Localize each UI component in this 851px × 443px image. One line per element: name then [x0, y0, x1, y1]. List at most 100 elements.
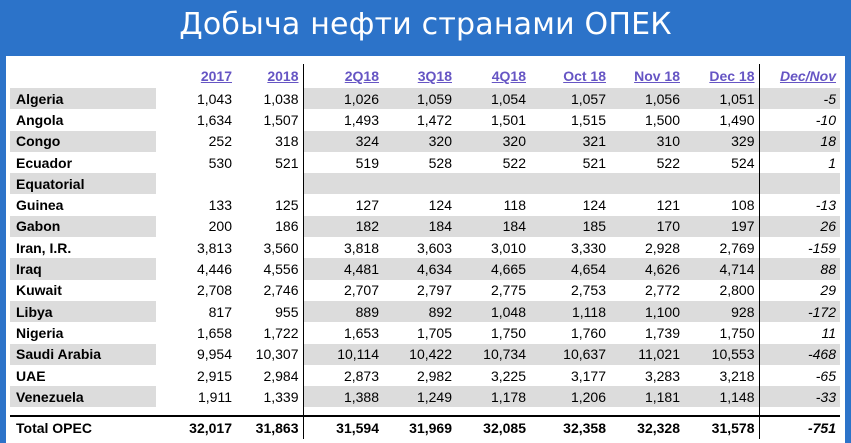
- value-cell: 118: [503, 197, 526, 214]
- change-cell: [759, 173, 840, 195]
- spacer-cell: [10, 407, 156, 417]
- value-cell: 2,928: [644, 239, 680, 256]
- value-cell: 1,750: [490, 324, 526, 341]
- value-cell: 3,283: [644, 367, 680, 384]
- value-cell: 1,148: [684, 386, 760, 408]
- value-cell: 2,772: [644, 282, 680, 299]
- value-cell: 1,249: [383, 386, 456, 408]
- value-cell: 955: [236, 300, 304, 323]
- value-cell: 2,769: [684, 237, 760, 259]
- value-cell: 320: [456, 130, 530, 152]
- value-cell: 31,594: [303, 415, 383, 440]
- value-cell: 519: [355, 154, 379, 171]
- table-row: UAE 2,915 2,984 2,873 2,982 3,225 3,177 3,283 3,…: [10, 364, 840, 387]
- country-cell: Guinea: [16, 197, 64, 214]
- value-cell: 318: [236, 130, 304, 152]
- value-cell: 3,010: [490, 239, 526, 256]
- value-cell: [156, 173, 236, 195]
- value-cell: 2,707: [343, 282, 379, 299]
- value-cell: 1,100: [610, 300, 684, 323]
- value-cell: 1,722: [236, 322, 304, 344]
- header-row: 2017 2018 2Q18 3Q18 4Q18 Oct 18 Nov 18 D…: [10, 64, 840, 88]
- value-cell: 3,813: [196, 239, 232, 256]
- value-cell: 1,515: [570, 111, 606, 128]
- value-cell: 1,026: [303, 88, 383, 110]
- table-row: Algeria 1,043 1,038 1,026 1,059 1,054 1,057 1,0…: [10, 88, 840, 110]
- header-oct18[interactable]: Oct 18: [563, 68, 606, 84]
- value-cell: 186: [236, 215, 304, 238]
- value-cell: 1,388: [303, 386, 383, 408]
- value-cell: 108: [684, 194, 760, 216]
- value-cell: [684, 173, 760, 195]
- value-cell: 522: [656, 154, 680, 171]
- country-cell: Saudi Arabia: [10, 343, 156, 365]
- value-cell: 9,954: [156, 343, 236, 365]
- value-cell: 10,734: [456, 343, 530, 365]
- value-cell: 10,637: [530, 343, 610, 365]
- change-cell: -172: [759, 300, 840, 323]
- table-row: Congo 252 318 324 320 320 321 310 329 18: [10, 130, 840, 152]
- value-cell: 522: [502, 154, 526, 171]
- value-cell: 1,739: [644, 324, 680, 341]
- spacer-cell: [684, 407, 760, 417]
- value-cell: 817: [156, 300, 236, 323]
- header-4q18[interactable]: 4Q18: [491, 68, 526, 84]
- value-cell: 2,873: [343, 367, 379, 384]
- value-cell: 2,753: [570, 282, 606, 299]
- value-cell: 521: [236, 151, 304, 174]
- country-cell: UAE: [16, 367, 46, 384]
- country-cell: Ecuador: [16, 154, 73, 171]
- value-cell: 528: [428, 154, 452, 171]
- header-dec18[interactable]: Dec 18: [684, 64, 760, 88]
- value-cell: 1,472: [416, 111, 452, 128]
- value-cell: 524: [684, 151, 760, 174]
- title-banner: Добыча нефти странами ОПЕК: [0, 0, 851, 48]
- value-cell: 1,056: [610, 88, 684, 110]
- value-cell: 121: [656, 197, 680, 214]
- value-cell: 1,178: [456, 386, 530, 408]
- table-row: Gabon 200 186 182 184 184 185 170 197 26: [10, 215, 840, 238]
- country-cell: Angola: [16, 111, 64, 128]
- value-cell: 321: [530, 130, 610, 152]
- spacer-cell: [456, 407, 530, 417]
- header-2018[interactable]: 2018: [236, 64, 304, 88]
- value-cell: 3,603: [416, 239, 452, 256]
- header-2017[interactable]: 2017: [200, 68, 232, 84]
- value-cell: 1,750: [684, 322, 760, 344]
- value-cell: 530: [208, 154, 232, 171]
- value-cell: 521: [582, 154, 606, 171]
- header-nov18[interactable]: Nov 18: [634, 68, 680, 84]
- value-cell: 127: [355, 197, 379, 214]
- value-cell: 2,984: [236, 364, 304, 387]
- value-cell: 31,863: [236, 415, 304, 440]
- change-cell: 18: [759, 130, 840, 152]
- value-cell: [610, 173, 684, 195]
- value-cell: 182: [303, 215, 383, 238]
- value-cell: 124: [582, 197, 606, 214]
- value-cell: 2,800: [684, 279, 760, 301]
- value-cell: 1,501: [490, 111, 526, 128]
- table-body: Algeria 1,043 1,038 1,026 1,059 1,054 1,057 1,0…: [10, 88, 840, 440]
- value-cell: 124: [428, 197, 452, 214]
- spacer-cell: [610, 407, 684, 417]
- country-cell: Congo: [10, 130, 156, 152]
- spacer-cell: [530, 407, 610, 417]
- value-cell: 324: [303, 130, 383, 152]
- header-dec-nov[interactable]: Dec/Nov: [779, 68, 836, 84]
- table-row: Equatorial: [10, 173, 840, 195]
- country-cell: Algeria: [10, 88, 156, 110]
- country-cell: Total OPEC: [10, 415, 156, 440]
- page-title: Добыча нефти странами ОПЕК: [179, 6, 672, 42]
- value-cell: 1,059: [383, 88, 456, 110]
- value-cell: 1,911: [156, 386, 236, 408]
- value-cell: 1,490: [684, 109, 760, 131]
- header-2q18[interactable]: 2Q18: [344, 68, 379, 84]
- header-3q18[interactable]: 3Q18: [417, 68, 452, 84]
- change-cell: -33: [759, 386, 840, 408]
- spreadsheet-area: 2017 2018 2Q18 3Q18 4Q18 Oct 18 Nov 18 D…: [6, 56, 845, 443]
- spacer-cell: [383, 407, 456, 417]
- value-cell: 928: [684, 300, 760, 323]
- spacer-cell: [303, 407, 383, 417]
- value-cell: 1,658: [196, 324, 232, 341]
- change-cell: -10: [815, 111, 836, 128]
